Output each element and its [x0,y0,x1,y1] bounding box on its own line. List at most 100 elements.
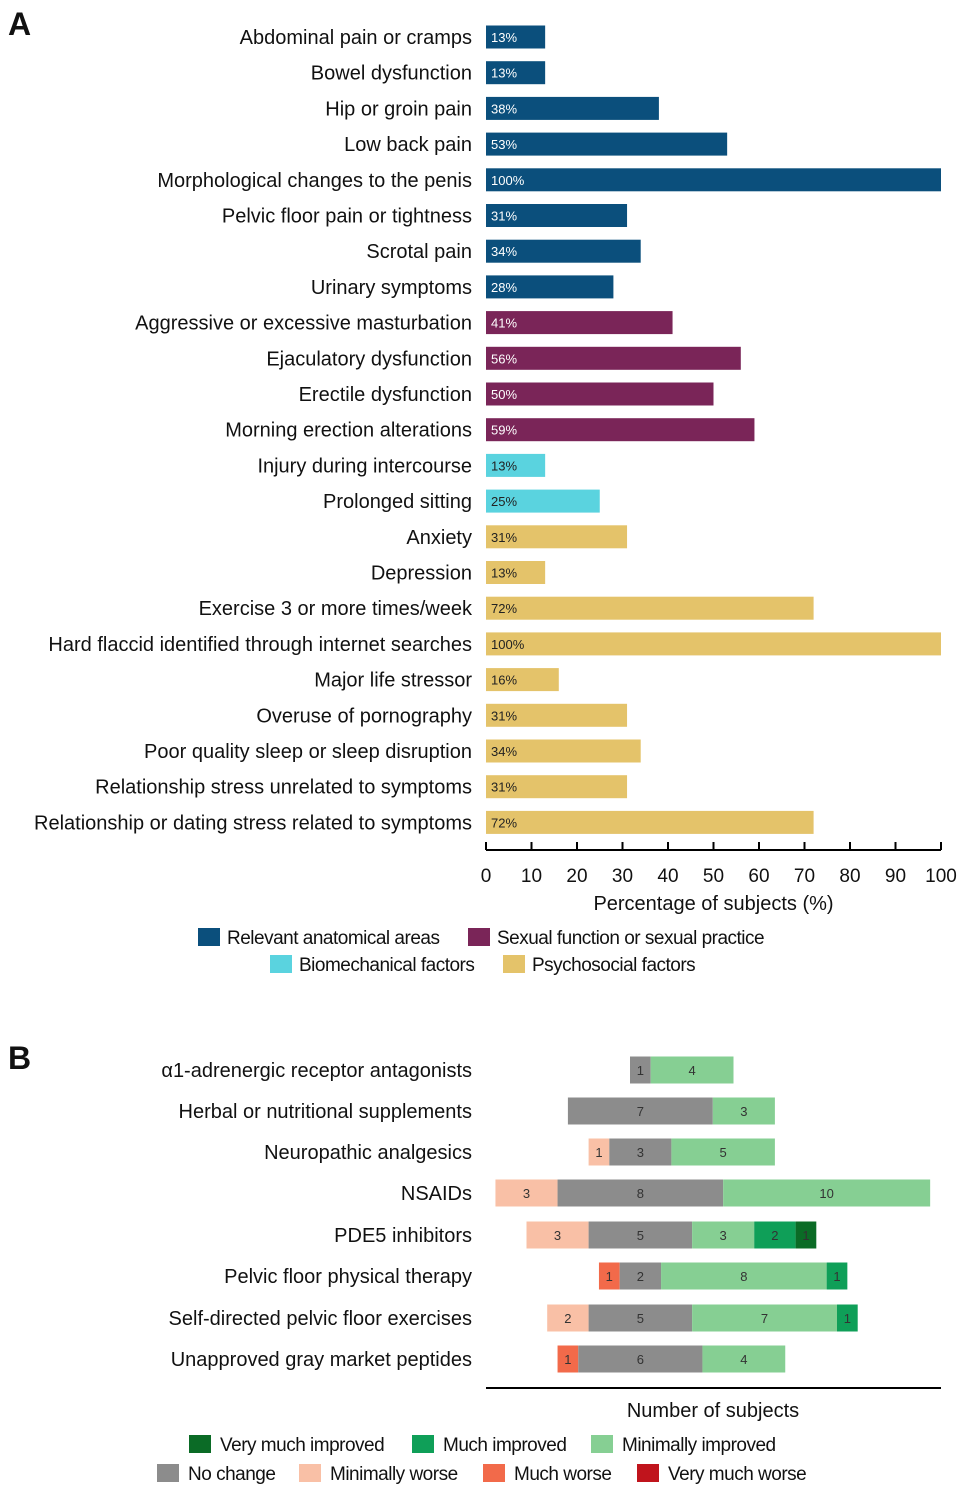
bar-value-label: 31% [491,708,517,723]
bar-value-label: 50% [491,387,517,402]
legend-label: Sexual function or sexual practice [497,928,764,949]
stacked-segment [588,1138,610,1166]
segment-value-label: 5 [637,1228,644,1243]
stacked-segment [702,1345,786,1373]
category-label: Bowel dysfunction [311,63,472,85]
bar [486,810,814,834]
stacked-segment [795,1221,817,1249]
bar [486,739,641,763]
bar [486,775,628,799]
segment-value-label: 1 [844,1311,851,1326]
legend-swatch [270,955,292,973]
panel-b-letter: B [8,1040,32,1076]
legend-swatch [412,1435,434,1453]
stacked-segment [692,1304,837,1332]
stacked-segment [526,1221,589,1249]
segment-value-label: 3 [740,1104,747,1119]
legend-label: Very much improved [220,1435,384,1456]
segment-value-label: 3 [554,1228,561,1243]
legend-label: Relevant anatomical areas [227,928,439,949]
category-label: Major life stressor [314,670,472,692]
segment-value-label: 4 [740,1352,747,1367]
category-label: Depression [371,563,472,585]
stacked-segment [630,1056,651,1084]
stacked-segment [578,1345,703,1373]
category-label: Low back pain [344,134,472,156]
stacked-segment [547,1304,589,1332]
stacked-segment [650,1056,734,1084]
bar-value-label: 56% [491,351,517,366]
stacked-segment [598,1262,620,1290]
x-tick-label: 90 [885,866,906,887]
bar [486,346,741,370]
bar [486,132,728,156]
segment-value-label: 2 [771,1228,778,1243]
category-label: Hard flaccid identified through internet… [48,634,472,656]
stacked-segment [754,1221,796,1249]
segment-value-label: 5 [720,1145,727,1160]
bar-value-label: 31% [491,209,517,224]
legend-label: Very much worse [668,1464,806,1485]
legend-label: Biomechanical factors [299,955,474,976]
x-tick-label: 60 [748,866,769,887]
bar-value-label: 72% [491,601,517,616]
category-label: Pelvic floor physical therapy [224,1266,472,1288]
category-label: Erectile dysfunction [299,384,472,406]
category-label: Aggressive or excessive masturbation [135,313,472,335]
x-tick-label: 70 [794,866,815,887]
category-label: Scrotal pain [366,241,472,263]
stacked-segment [609,1138,672,1166]
stacked-segment [495,1179,558,1207]
bar [486,311,673,335]
segment-value-label: 10 [819,1186,833,1201]
segment-value-label: 1 [802,1228,809,1243]
stacked-segment [661,1262,827,1290]
bar-value-label: 13% [491,566,517,581]
category-label: Neuropathic analgesics [264,1142,472,1164]
legend-label: Minimally improved [622,1435,776,1456]
bar [486,418,755,442]
stacked-segment [692,1221,755,1249]
bar [486,561,546,584]
x-tick-label: 20 [566,866,587,887]
segment-value-label: 1 [833,1269,840,1284]
category-label: Morning erection alterations [225,420,472,442]
segment-value-label: 1 [595,1145,602,1160]
legend-label: Much improved [443,1435,566,1456]
legend-swatch [503,955,525,973]
segment-value-label: 1 [637,1063,644,1078]
bar-value-label: 59% [491,423,517,438]
x-tick-label: 40 [657,866,678,887]
category-label: Exercise 3 or more times/week [199,598,473,620]
category-label: Relationship or dating stress related to… [34,812,472,834]
legend-swatch [157,1464,179,1482]
bar-value-label: 38% [491,101,517,116]
category-label: Ejaculatory dysfunction [266,348,472,370]
x-axis-title: Percentage of subjects (%) [593,893,833,915]
bar [486,168,941,192]
bar-value-label: 28% [491,280,517,295]
x-tick-label: 0 [481,866,492,887]
x-tick-label: 100 [925,866,957,887]
legend-label: Psychosocial factors [532,955,695,976]
x-tick-label: 30 [612,866,633,887]
stacked-segment [837,1304,858,1332]
segment-value-label: 3 [637,1145,644,1160]
legend-swatch [483,1464,505,1482]
legend-swatch [198,928,220,946]
bar [486,453,546,477]
segment-value-label: 8 [637,1186,644,1201]
category-label: Relationship stress unrelated to symptom… [95,777,472,799]
bar [486,596,814,620]
stacked-segment [723,1179,931,1207]
category-label: Prolonged sitting [323,491,472,513]
bar-value-label: 53% [491,137,517,152]
segment-value-label: 7 [637,1104,644,1119]
legend-label: Much worse [514,1464,611,1485]
legend-swatch [299,1464,321,1482]
x-tick-label: 10 [521,866,542,887]
category-label: Urinary symptoms [311,277,472,299]
segment-value-label: 5 [637,1311,644,1326]
x-axis-title-b: Number of subjects [627,1400,799,1422]
segment-value-label: 8 [740,1269,747,1284]
